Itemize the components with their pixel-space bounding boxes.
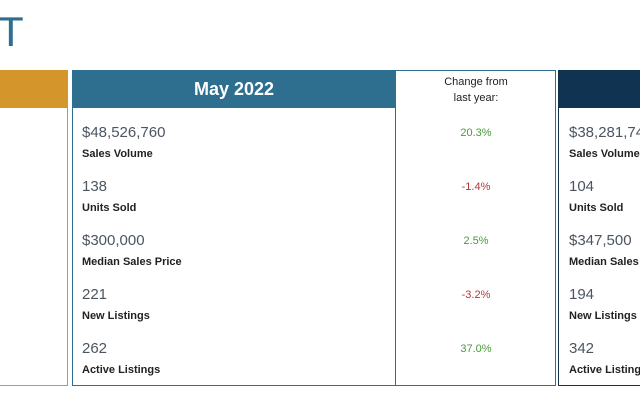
change-value: 20.3%: [460, 127, 492, 139]
metric-label: Sales Volume: [569, 148, 640, 160]
current-header: May 2022: [72, 70, 396, 108]
divider: [395, 70, 396, 386]
metric-label: Median Sales Price: [569, 256, 640, 268]
metric-value: $300,000: [82, 232, 145, 249]
left-panel: [0, 70, 68, 386]
change-heading-line: last year:: [453, 92, 499, 104]
metric-value: $347,500: [569, 232, 632, 249]
metric-label: New Listings: [82, 310, 150, 322]
metric-value: 104: [569, 178, 595, 195]
metric-label: Sales Volume: [82, 148, 153, 160]
change-value: -3.2%: [461, 289, 491, 301]
metric-label: Median Sales Price: [82, 256, 182, 268]
metric-label: Active Listings: [82, 364, 161, 376]
metric-value: 194: [569, 286, 595, 303]
metric-value: $38,281,74: [569, 124, 640, 141]
metric-label: Units Sold: [569, 202, 624, 214]
change-heading: Change from last year:: [396, 74, 556, 106]
metric-label: New Listings: [569, 310, 637, 322]
metric-value: 262: [82, 340, 108, 357]
metric-value: 342: [569, 340, 595, 357]
change-value: 37.0%: [460, 343, 492, 355]
metric-value: 138: [82, 178, 108, 195]
other-panel: [558, 70, 640, 386]
left-header: [0, 70, 68, 108]
other-header: [558, 70, 640, 108]
change-value: 2.5%: [463, 235, 489, 247]
metric-label: Active Listings: [569, 364, 640, 376]
metric-value: 221: [82, 286, 108, 303]
change-heading-line: Change from: [444, 76, 508, 88]
current-panel: [72, 70, 556, 386]
metric-value: $48,526,760: [82, 124, 166, 141]
metric-label: Units Sold: [82, 202, 137, 214]
change-value: -1.4%: [461, 181, 491, 193]
title: T: [0, 8, 24, 55]
